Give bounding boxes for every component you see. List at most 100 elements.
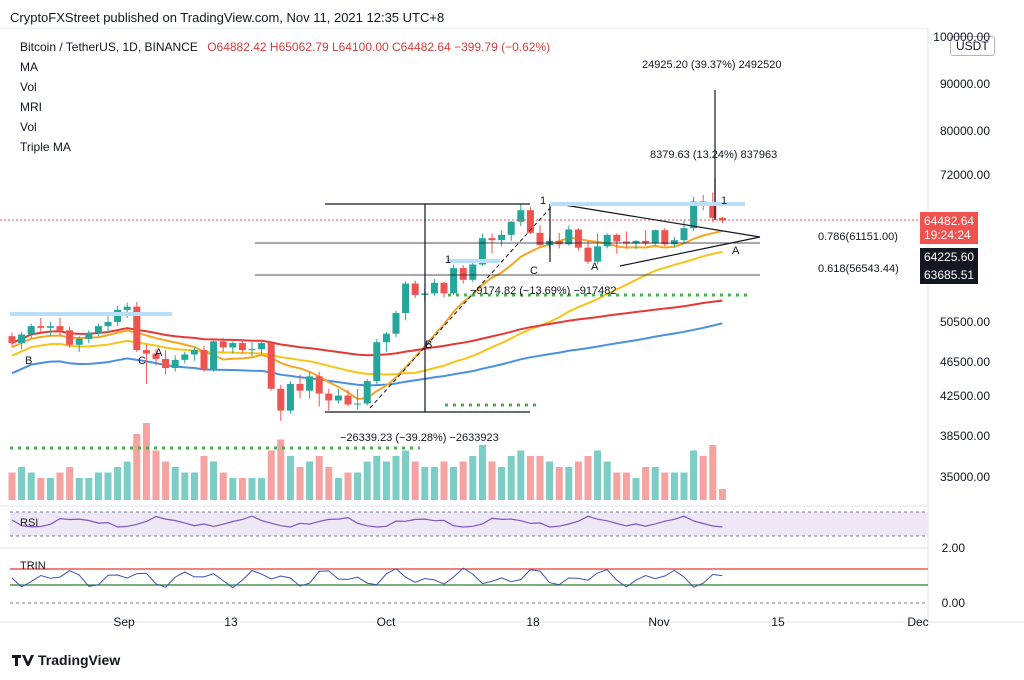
candle-body — [526, 210, 534, 233]
rsi-panel: RSI — [10, 511, 928, 537]
volume-bar — [622, 472, 630, 500]
marker-1-a: 1 — [540, 195, 546, 207]
volume-bar — [258, 478, 266, 500]
candle-body — [411, 283, 419, 295]
volume-bar — [8, 472, 16, 500]
candle-body — [315, 376, 323, 394]
candle-body — [661, 230, 669, 245]
candle-body — [162, 358, 170, 369]
candle-body — [382, 333, 390, 343]
chart-canvas[interactable]: 24925.20 (39.37%) 2492520 8379.63 (13.24%… — [0, 28, 1024, 650]
volume-bar — [75, 478, 83, 500]
legend-indicator-vol[interactable]: Vol — [20, 80, 37, 94]
marker-b-2: B — [425, 339, 432, 351]
trin-panel: TRIN 2.00 0.00 — [10, 541, 965, 610]
x-tick-label: Dec — [907, 615, 928, 629]
volume-bar — [402, 450, 410, 500]
volume-bar — [66, 467, 74, 500]
countdown-value: 19:24:24 — [924, 228, 971, 242]
last-price-tag: 64482.64 19:24:24 — [920, 212, 979, 244]
volume-bar — [584, 456, 592, 500]
candle-body — [75, 338, 83, 345]
volume-bar — [690, 450, 698, 500]
trin-tick-upper: 2.00 — [942, 541, 966, 555]
legend-symbol-row: Bitcoin / TetherUS, 1D, BINANCE O64882.4… — [20, 40, 550, 54]
volume-bar — [565, 467, 573, 500]
candle-body — [498, 234, 506, 241]
volume-bar — [200, 456, 208, 500]
candle-body — [584, 247, 592, 262]
volume-bar — [277, 439, 285, 500]
candle-body — [306, 376, 314, 391]
tradingview-brand: TradingView — [38, 652, 121, 668]
candle-body — [267, 343, 275, 389]
volume-bar — [363, 461, 371, 500]
volume-bar — [459, 461, 467, 500]
candle-body — [718, 217, 726, 221]
y-tick-label: 100000.00 — [933, 30, 990, 44]
x-tick-label: 13 — [224, 615, 238, 629]
volume-bar — [152, 450, 160, 500]
candle-body — [190, 350, 198, 355]
candle-body — [642, 240, 650, 244]
candle-body — [680, 228, 688, 241]
trin-line — [11, 567, 723, 589]
currency-unit-button[interactable]: USDT — [950, 36, 995, 56]
volume-bar — [46, 478, 54, 500]
volume-bar — [478, 445, 486, 500]
volume-bar — [517, 450, 525, 500]
candle-body — [555, 240, 563, 245]
candle-body — [565, 229, 573, 245]
candle-body — [373, 342, 381, 382]
volume-bar — [594, 450, 602, 500]
candle-body — [296, 383, 304, 391]
volume-bar — [670, 472, 678, 500]
volume-bar — [632, 478, 640, 500]
publisher-header: CryptoFXStreet published on TradingView.… — [10, 10, 445, 25]
x-tick-label: 15 — [771, 615, 785, 629]
candle-body — [123, 306, 131, 310]
volume-bar — [430, 467, 438, 500]
annotation-fib-618: 0.618(56543.44) — [818, 263, 899, 275]
volume-bar — [603, 461, 611, 500]
legend-indicator-vol-2[interactable]: Vol — [20, 120, 37, 134]
candle-body — [229, 343, 237, 348]
tradingview-logo-icon — [12, 655, 34, 666]
candle-body — [594, 246, 602, 262]
volume-bar — [392, 456, 400, 500]
x-tick-label: Nov — [648, 615, 669, 629]
volume-bar — [488, 461, 496, 500]
volume-bar — [450, 467, 458, 500]
candle-body — [651, 230, 659, 244]
dashed-trend-line — [369, 205, 553, 409]
legend-indicator-ma[interactable]: MA — [20, 60, 38, 74]
volume-bar — [162, 461, 170, 500]
legend-indicator-mri[interactable]: MRI — [20, 100, 42, 114]
volume-bar — [354, 472, 362, 500]
candle-body — [430, 282, 438, 294]
volume-bar — [219, 472, 227, 500]
candle-body — [507, 221, 515, 235]
candle-body — [210, 341, 218, 370]
volume-bars — [8, 423, 726, 500]
volume-bar — [373, 456, 381, 500]
legend-indicator-triple-ma[interactable]: Triple MA — [20, 140, 71, 154]
candle-body — [181, 354, 189, 360]
volume-bar — [709, 445, 717, 500]
price-level-tag-1: 64225.60 — [920, 248, 979, 266]
candle-body — [152, 353, 160, 359]
tradingview-footer[interactable]: TradingView — [12, 652, 120, 668]
legend-symbol[interactable]: Bitcoin / TetherUS, 1D, BINANCE — [20, 40, 198, 54]
candle-body — [238, 343, 246, 351]
ma-red-line — [11, 299, 723, 357]
candle-body — [632, 240, 640, 244]
candle-body — [670, 240, 678, 245]
volume-bar — [85, 478, 93, 500]
volume-bar — [142, 423, 150, 500]
candle-body — [200, 350, 208, 370]
volume-bar — [229, 478, 237, 500]
candle-body — [104, 322, 112, 327]
volume-bar — [37, 478, 45, 500]
rsi-line — [11, 515, 723, 528]
volume-bar — [651, 467, 659, 500]
